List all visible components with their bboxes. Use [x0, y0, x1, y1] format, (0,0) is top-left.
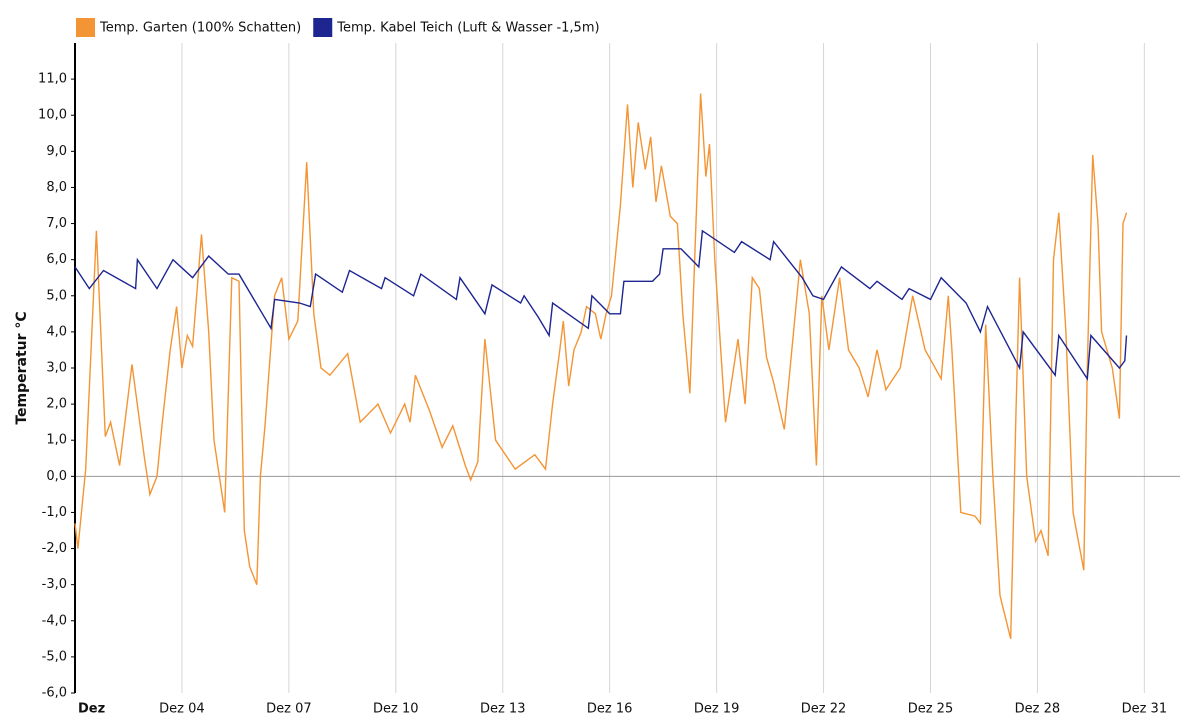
x-tick-label: Dez 25	[908, 702, 954, 717]
y-tick-label: 2,0	[46, 397, 67, 412]
legend-label: Temp. Kabel Teich (Luft & Wasser -1,5m)	[336, 21, 599, 36]
x-tick-label: Dez 13	[480, 702, 526, 717]
y-tick-label: 7,0	[46, 216, 67, 231]
x-tick-label: Dez 10	[373, 702, 419, 717]
y-tick-label: -6,0	[42, 686, 67, 701]
y-tick-label: 4,0	[46, 324, 67, 339]
y-tick-label: -1,0	[42, 505, 67, 520]
x-tick-label: Dez 31	[1122, 702, 1168, 717]
y-tick-label: 11,0	[38, 72, 67, 87]
y-tick-label: -4,0	[42, 613, 67, 628]
legend-swatch	[313, 18, 333, 37]
x-tick-label: Dez 16	[587, 702, 633, 717]
x-tick-label: Dez 22	[801, 702, 847, 717]
x-tick-label: Dez 04	[159, 702, 205, 717]
y-tick-label: 5,0	[46, 288, 67, 303]
legend-label: Temp. Garten (100% Schatten)	[99, 21, 301, 36]
x-tick-label: Dez	[78, 702, 105, 717]
x-tick-label: Dez 19	[694, 702, 740, 717]
y-tick-label: 0,0	[46, 469, 67, 484]
legend-swatch	[76, 18, 95, 37]
y-tick-label: -2,0	[42, 541, 67, 556]
y-tick-label: -3,0	[42, 577, 67, 592]
y-tick-label: 6,0	[46, 252, 67, 267]
line-series	[74, 93, 1128, 639]
x-tick-label: Dez 28	[1015, 702, 1061, 717]
x-tick-label: Dez 07	[266, 702, 312, 717]
y-tick-label: 9,0	[46, 144, 67, 159]
y-tick-label: 1,0	[46, 433, 67, 448]
y-axis-label: Temperatur °C	[14, 311, 30, 424]
line-series	[74, 229, 1128, 381]
y-tick-label: 10,0	[38, 108, 67, 123]
y-tick-label: 3,0	[46, 361, 67, 376]
y-tick-label: -5,0	[42, 649, 67, 664]
y-tick-label: 8,0	[46, 180, 67, 195]
